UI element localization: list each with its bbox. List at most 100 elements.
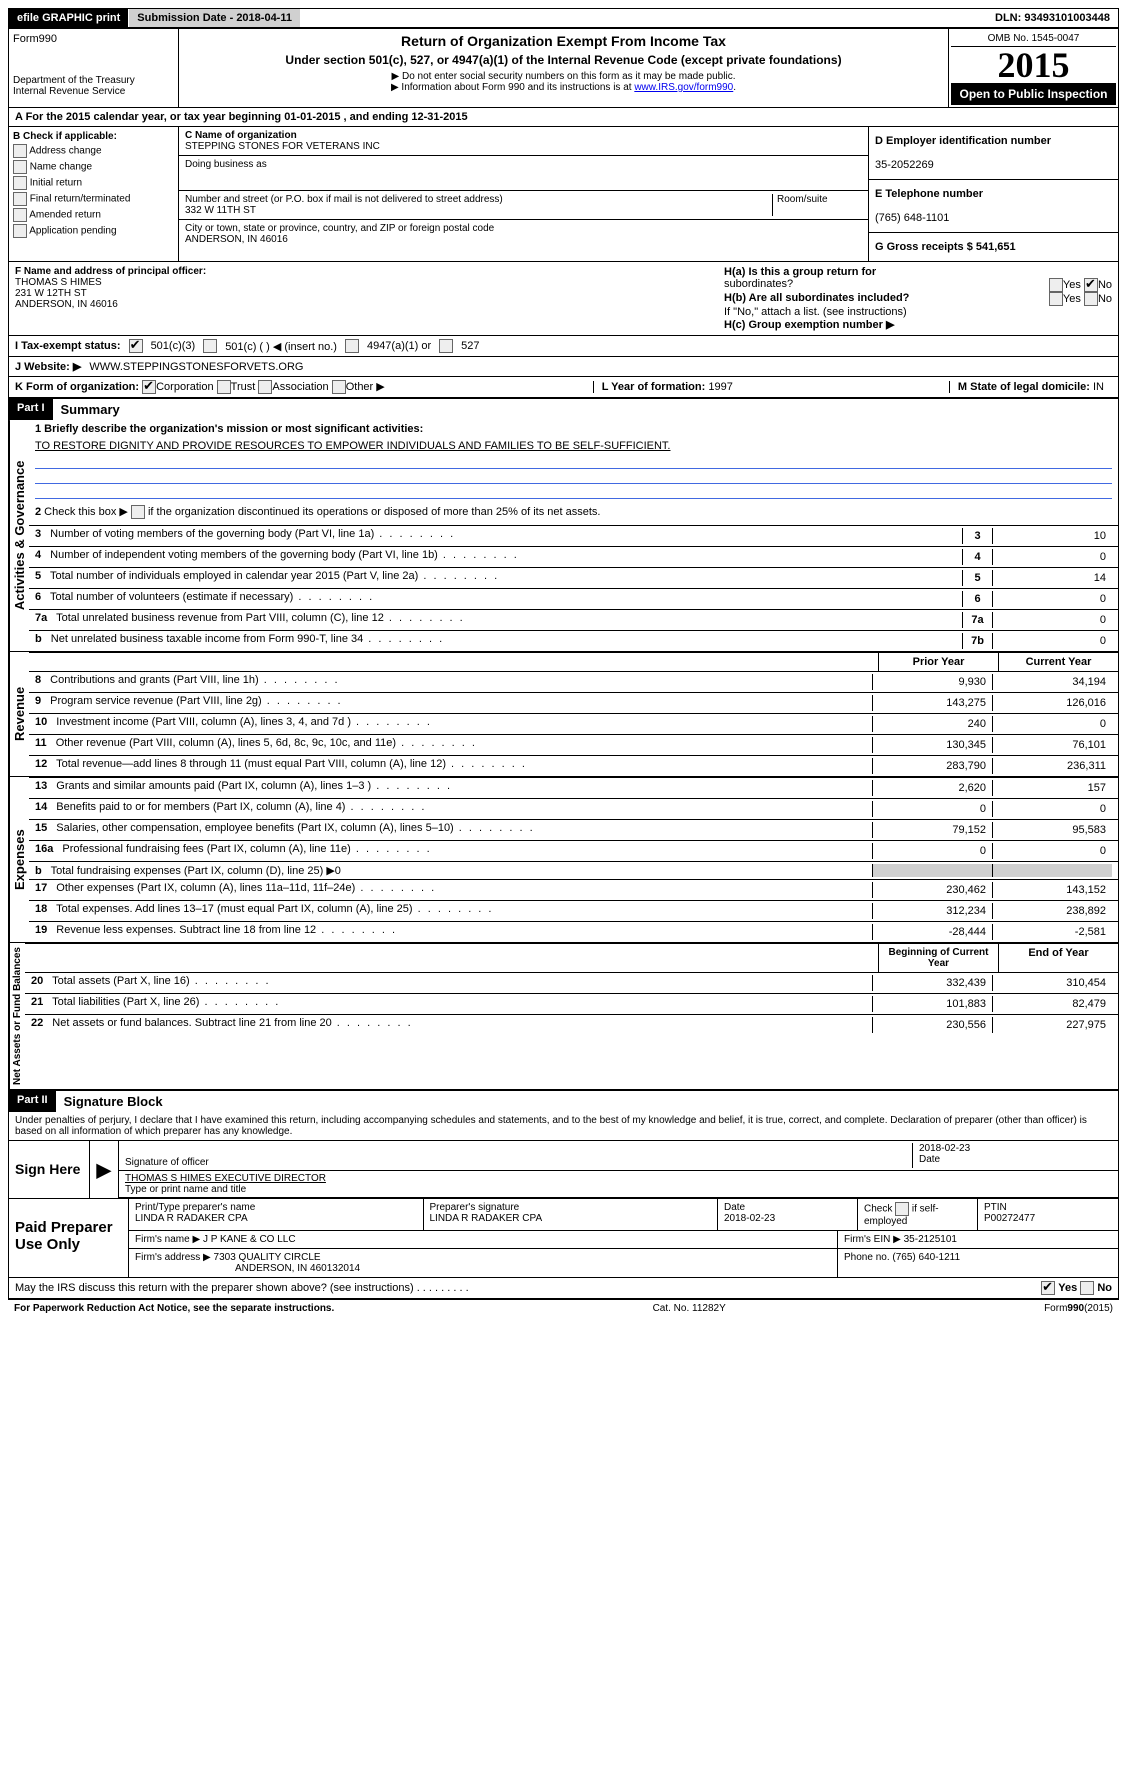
prep-sig: LINDA R RADAKER CPA (430, 1213, 543, 1224)
part1-gov-section: Activities & Governance 1 Briefly descri… (9, 420, 1118, 651)
rev-header: Prior YearCurrent Year (29, 652, 1118, 671)
firm-ein: 35-2125101 (904, 1234, 957, 1245)
omb-year-cell: OMB No. 1545-0047 2015 Open to Public In… (948, 29, 1118, 107)
i-label: I Tax-exempt status: (15, 340, 121, 352)
room-label: Room/suite (772, 194, 862, 216)
prep-name: LINDA R RADAKER CPA (135, 1213, 248, 1224)
firm-ein-label: Firm's EIN ▶ (844, 1234, 901, 1245)
m-value: IN (1093, 381, 1104, 393)
section-f-h: F Name and address of principal officer:… (9, 261, 1118, 335)
section-c-org: C Name of organization STEPPING STONES F… (179, 127, 868, 261)
paid-prep-label: Paid Preparer Use Only (9, 1199, 129, 1277)
table-row: 16a Professional fundraising fees (Part … (29, 840, 1118, 861)
dba-label: Doing business as (185, 159, 267, 170)
part1-net-section: Net Assets or Fund Balances Beginning of… (9, 942, 1118, 1089)
line2: 2 Check this box ▶ if the organization d… (29, 499, 1118, 525)
may-irs-no[interactable] (1080, 1281, 1094, 1295)
name-change-check[interactable]: Name change (13, 160, 174, 174)
section-a: A For the 2015 calendar year, or tax yea… (9, 107, 1118, 126)
final-check[interactable]: Final return/terminated (13, 192, 174, 206)
form-id-cell: Form990 Department of the Treasury Inter… (9, 29, 179, 107)
dln: DLN: 93493101003448 (987, 9, 1118, 27)
firm-name-label: Firm's name ▶ (135, 1234, 200, 1245)
section-b-grid: B Check if applicable: Address change Na… (9, 126, 1118, 261)
paperwork-notice: For Paperwork Reduction Act Notice, see … (14, 1303, 334, 1314)
hb-no[interactable] (1084, 292, 1098, 306)
website-value: WWW.STEPPINGSTONESFORVETS.ORG (89, 361, 303, 373)
line2-check[interactable] (131, 505, 145, 519)
table-row: 17 Other expenses (Part IX, column (A), … (29, 879, 1118, 900)
k-other[interactable] (332, 380, 346, 394)
officer-city: ANDERSON, IN 46016 (15, 299, 118, 310)
table-row: 18 Total expenses. Add lines 13–17 (must… (29, 900, 1118, 921)
table-row: 3 Number of voting members of the govern… (29, 525, 1118, 546)
k-assoc[interactable] (258, 380, 272, 394)
part2-header: Part II (9, 1091, 56, 1112)
open-public-badge: Open to Public Inspection (951, 83, 1116, 105)
street-value: 332 W 11TH ST (185, 205, 256, 216)
prep-date-label: Date (724, 1202, 745, 1213)
gross-receipts: G Gross receipts $ 541,651 (869, 233, 1118, 261)
officer-name: THOMAS S HIMES (15, 277, 102, 288)
prep-date: 2018-02-23 (724, 1213, 775, 1224)
section-b-checkboxes: B Check if applicable: Address change Na… (9, 127, 179, 261)
i-527[interactable] (439, 339, 453, 353)
table-row: 10 Investment income (Part VIII, column … (29, 713, 1118, 734)
cat-number: Cat. No. 11282Y (653, 1303, 726, 1314)
firm-city: ANDERSON, IN 460132014 (235, 1263, 360, 1274)
k-corp[interactable] (142, 380, 156, 394)
line-i: I Tax-exempt status: 501(c)(3) 501(c) ( … (9, 335, 1118, 356)
hb-yes[interactable] (1049, 292, 1063, 306)
pending-check[interactable]: Application pending (13, 224, 174, 238)
may-irs-text: May the IRS discuss this return with the… (15, 1282, 414, 1294)
table-row: 11 Other revenue (Part VIII, column (A),… (29, 734, 1118, 755)
ha-no[interactable] (1084, 278, 1098, 292)
officer-street: 231 W 12TH ST (15, 288, 87, 299)
b-label: B Check if applicable: (13, 131, 174, 142)
ha-sub: subordinates? (724, 278, 793, 292)
blank-line (35, 484, 1112, 499)
initial-check[interactable]: Initial return (13, 176, 174, 190)
i-501c3[interactable] (129, 339, 143, 353)
org-name: STEPPING STONES FOR VETERANS INC (185, 141, 380, 152)
mission-text: TO RESTORE DIGNITY AND PROVIDE RESOURCES… (29, 438, 1118, 454)
line-k: K Form of organization: Corporation Trus… (9, 376, 1118, 397)
hb-note: If "No," attach a list. (see instruction… (724, 306, 1112, 318)
sig-date: 2018-02-23 (919, 1143, 970, 1154)
table-row: 19 Revenue less expenses. Subtract line … (29, 921, 1118, 942)
table-row: 9 Program service revenue (Part VIII, li… (29, 692, 1118, 713)
type-label: Type or print name and title (125, 1184, 246, 1195)
self-employed-check[interactable]: Check if self-employed (858, 1199, 978, 1230)
l-label: L Year of formation: (602, 381, 706, 393)
firm-name: J P KANE & CO LLC (203, 1234, 296, 1245)
net-header: Beginning of Current YearEnd of Year (25, 943, 1118, 972)
prep-row1: Print/Type preparer's nameLINDA R RADAKE… (129, 1199, 1118, 1231)
line1-label: 1 Briefly describe the organization's mi… (35, 423, 423, 435)
k-trust[interactable] (217, 380, 231, 394)
col-end: End of Year (998, 944, 1118, 972)
irs-link[interactable]: www.IRS.gov/form990 (634, 82, 733, 93)
ha-yes[interactable] (1049, 278, 1063, 292)
sign-here-label: Sign Here (9, 1141, 89, 1198)
amended-check[interactable]: Amended return (13, 208, 174, 222)
city-value: ANDERSON, IN 46016 (185, 234, 288, 245)
i-501c[interactable] (203, 339, 217, 353)
section-d-g: D Employer identification number 35-2052… (868, 127, 1118, 261)
addr-change-check[interactable]: Address change (13, 144, 174, 158)
table-row: 15 Salaries, other compensation, employe… (29, 819, 1118, 840)
firm-phone-label: Phone no. (844, 1252, 890, 1263)
footer-form: Form990(2015) (1044, 1303, 1113, 1314)
form-subtitle: Under section 501(c), 527, or 4947(a)(1)… (183, 53, 944, 67)
efile-print-btn[interactable]: efile GRAPHIC print (9, 9, 129, 27)
firm-addr-label: Firm's address ▶ (135, 1252, 211, 1263)
table-row: 21 Total liabilities (Part X, line 26)10… (25, 993, 1118, 1014)
part1-title: Summary (53, 399, 128, 420)
form-container: Form990 Department of the Treasury Inter… (8, 28, 1119, 1299)
street-label: Number and street (or P.O. box if mail i… (185, 194, 503, 205)
j-label: J Website: ▶ (15, 360, 81, 373)
table-row: 13 Grants and similar amounts paid (Part… (29, 777, 1118, 798)
prep-sig-label: Preparer's signature (430, 1202, 520, 1213)
may-irs-yes[interactable] (1041, 1281, 1055, 1295)
hb-label: H(b) Are all subordinates included? (724, 292, 909, 306)
i-4947[interactable] (345, 339, 359, 353)
